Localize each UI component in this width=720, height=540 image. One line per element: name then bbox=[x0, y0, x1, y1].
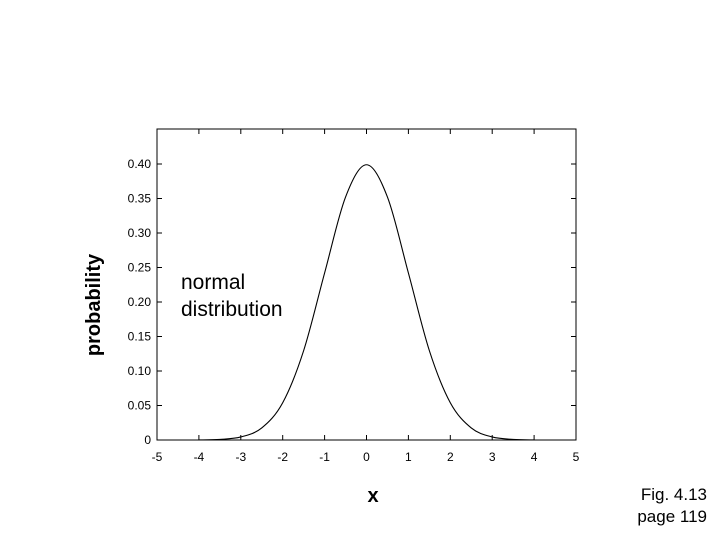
y-tick-label: 0.40 bbox=[128, 157, 152, 171]
y-tick-label: 0.35 bbox=[128, 192, 152, 206]
y-tick-label: 0.10 bbox=[128, 364, 152, 378]
y-axis-ticks: 0 0.05 0.10 0.15 0.20 0.25 0.30 0.35 0.40 bbox=[128, 157, 576, 447]
x-tick-label: -5 bbox=[152, 450, 163, 464]
x-tick-label: 5 bbox=[573, 450, 580, 464]
y-tick-label: 0.20 bbox=[128, 295, 152, 309]
annotation-label-line1: normal bbox=[181, 271, 245, 294]
y-tick-label: 0.30 bbox=[128, 226, 152, 240]
y-axis-title: probability bbox=[83, 253, 105, 356]
x-axis-title: x bbox=[367, 485, 378, 507]
figure-caption: Fig. 4.13 page 119 bbox=[637, 484, 707, 528]
x-tick-label: 0 bbox=[363, 450, 370, 464]
x-tick-label: 1 bbox=[405, 450, 412, 464]
caption-page-number: page 119 bbox=[637, 507, 707, 526]
caption-figure-number: Fig. 4.13 bbox=[640, 485, 707, 504]
annotation-label-line2: distribution bbox=[181, 298, 283, 321]
series-line-normal-pdf bbox=[198, 164, 535, 441]
x-tick-label: 3 bbox=[489, 450, 496, 464]
x-tick-label: -4 bbox=[194, 450, 205, 464]
x-tick-label: 2 bbox=[447, 450, 454, 464]
x-tick-label: 4 bbox=[531, 450, 538, 464]
y-tick-label: 0.05 bbox=[128, 399, 152, 413]
x-axis-ticks: -5 -4 -3 -2 -1 0 1 2 3 4 5 bbox=[152, 129, 580, 464]
x-tick-label: -2 bbox=[277, 450, 288, 464]
x-tick-label: -1 bbox=[319, 450, 330, 464]
x-tick-label: -3 bbox=[235, 450, 246, 464]
y-tick-label: 0 bbox=[144, 433, 151, 447]
y-tick-label: 0.15 bbox=[128, 330, 152, 344]
y-tick-label: 0.25 bbox=[128, 261, 152, 275]
